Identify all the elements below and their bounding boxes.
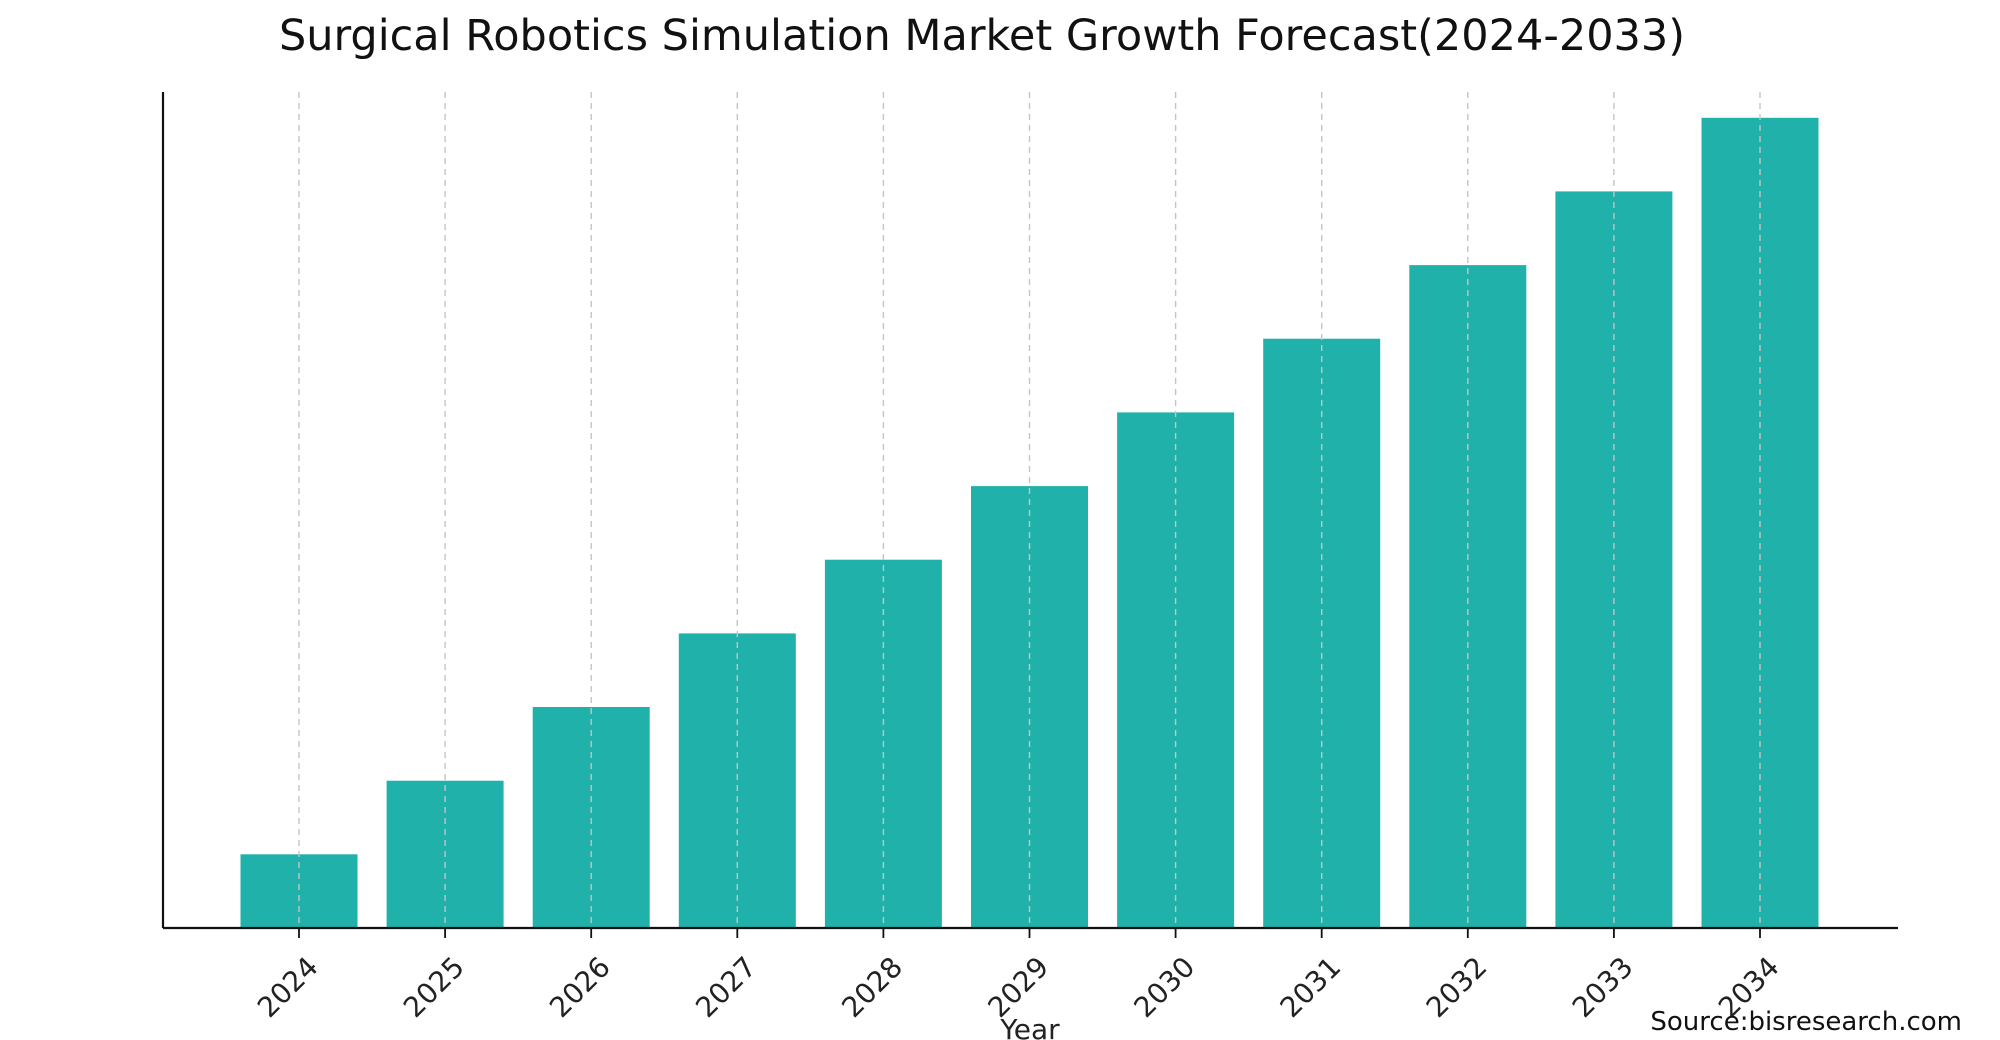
x-tick-label-2026: 2026 [543,950,617,1024]
x-tick-label-2030: 2030 [1128,950,1202,1024]
x-tick-label-2025: 2025 [397,950,471,1024]
bar-2029 [971,486,1088,928]
grid-lines [298,92,1761,928]
x-tick-label-2031: 2031 [1274,950,1348,1024]
x-axis-ticks: 2024 2025 2026 2027 2028 2029 2030 2031 2032 2033… [251,928,1786,1024]
chart-title: Surgical Robotics Simulation Market Grow… [279,11,1685,61]
x-tick-label-2033: 2033 [1566,950,1640,1024]
x-tick-label-2024: 2024 [251,950,325,1024]
x-tick-label-2032: 2032 [1420,950,1494,1024]
x-tick-label-2028: 2028 [835,950,909,1024]
x-axis-label: Year [999,1013,1060,1040]
bar-2026 [532,707,650,928]
x-tick-label-2027: 2027 [689,950,763,1024]
source-label: Source:bisresearch.com [1650,1007,1962,1037]
bar-2032 [1409,265,1527,929]
